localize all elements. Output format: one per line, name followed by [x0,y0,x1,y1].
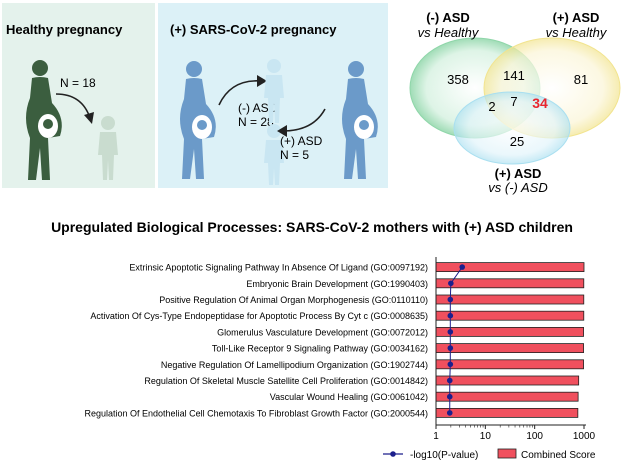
healthy-panel-title: Healthy pregnancy [6,22,123,37]
x-tick-label: 10 [480,431,492,442]
bar [435,294,585,305]
neg-asd-label: (-) ASD N = 28 [238,101,277,129]
bar [435,359,584,370]
bar [435,391,579,402]
pvalue-point [447,329,454,335]
category-label: Positive Regulation Of Animal Organ Morp… [159,295,428,305]
pos-asd-label: (+) ASD N = 5 [280,134,322,162]
bar [435,327,584,337]
pvalue-point [459,264,466,270]
covid-panel-title: (+) SARS-CoV-2 pregnancy [170,22,337,37]
venn-count-a-only: 358 [447,72,469,87]
bar [435,343,584,353]
chart-title: Upregulated Biological Processes: SARS-C… [51,219,573,235]
healthy-arrow-icon [55,93,94,124]
covid-pregnancy-panel: (+) SARS-CoV-2 pregnancy (-) ASD N = 28 … [158,3,388,188]
venn-count-abc: 7 [510,94,517,109]
covid-arrow-up-icon [218,75,267,106]
pvalue-point [447,312,454,319]
venn-count-bc: 34 [532,95,548,111]
legend-line-marker [390,451,396,457]
pos-asd-group: (+) ASD [280,134,323,148]
legend-label: -log10(P-value) [410,450,478,461]
covid-child-bottom-icon [264,124,284,185]
venn-count-ac: 2 [488,99,495,114]
pvalue-point [446,377,453,384]
pvalue-point [447,296,454,303]
x-tick-label: 1 [433,431,439,442]
pvalue-point [446,393,453,400]
neg-asd-n: N = 28 [238,115,274,129]
pvalue-point [447,361,454,368]
category-label: Toll-Like Receptor 9 Signaling Pathway (… [212,344,428,354]
pvalue-line [449,266,463,413]
pvalue-point [446,410,453,416]
legend-bar-swatch [497,448,517,459]
venn-title-b: (+) ASD [553,10,600,25]
legend-label: Combined Score [521,450,596,461]
bar [435,262,585,272]
bar-chart: Extrinsic Apoptotic Signaling Pathway In… [85,257,596,461]
bar [435,407,579,418]
category-label: Regulation Of Skeletal Muscle Satellite … [144,376,428,386]
pvalue-point [448,280,454,287]
pvalue-point [447,345,454,351]
healthy-n-label: N = 18 [60,76,96,90]
venn-count-b-only: 81 [574,72,588,87]
x-tick-label: 100 [526,431,543,442]
venn-subtitle-a: vs Healthy [418,25,480,40]
category-label: Extrinsic Apoptotic Signaling Pathway In… [129,263,428,273]
healthy-mother-icon [26,60,62,180]
bar [435,375,580,386]
category-label: Regulation Of Endothelial Cell Chemotaxi… [85,408,429,418]
covid-arrow-down-icon [277,108,326,137]
venn-subtitle-c: vs (-) ASD [488,180,547,195]
covid-mother-left-icon [180,61,216,179]
x-tick-label: 1000 [573,431,596,442]
venn-subtitle-b: vs Healthy [546,25,608,40]
category-label: Vascular Wound Healing (GO:0061042) [270,392,428,402]
venn-title-c: (+) ASD [495,166,542,181]
pos-asd-n: N = 5 [280,148,310,162]
category-label: Activation Of Cys-Type Endopeptidase for… [90,311,428,321]
category-label: Negative Regulation Of Lamellipodium Org… [161,360,428,370]
category-label: Glomerulus Vasculature Development (GO:0… [217,327,428,337]
covid-child-top-icon [264,59,284,123]
venn-count-ab: 141 [503,68,525,83]
category-label: Embryonic Brain Development (GO:1990403) [246,279,428,289]
venn-count-c-only: 25 [510,134,524,149]
venn-diagram: (-) ASD vs Healthy (+) ASD vs Healthy (+… [409,10,621,195]
covid-mother-right-icon [342,61,378,179]
venn-set-pos-vs-neg [453,91,571,165]
bar [435,310,585,321]
neg-asd-group: (-) ASD [238,101,278,115]
healthy-pregnancy-panel: Healthy pregnancy N = 18 [2,3,155,188]
bar [435,278,585,289]
venn-title-a: (-) ASD [426,10,470,25]
healthy-child-icon [98,116,118,180]
